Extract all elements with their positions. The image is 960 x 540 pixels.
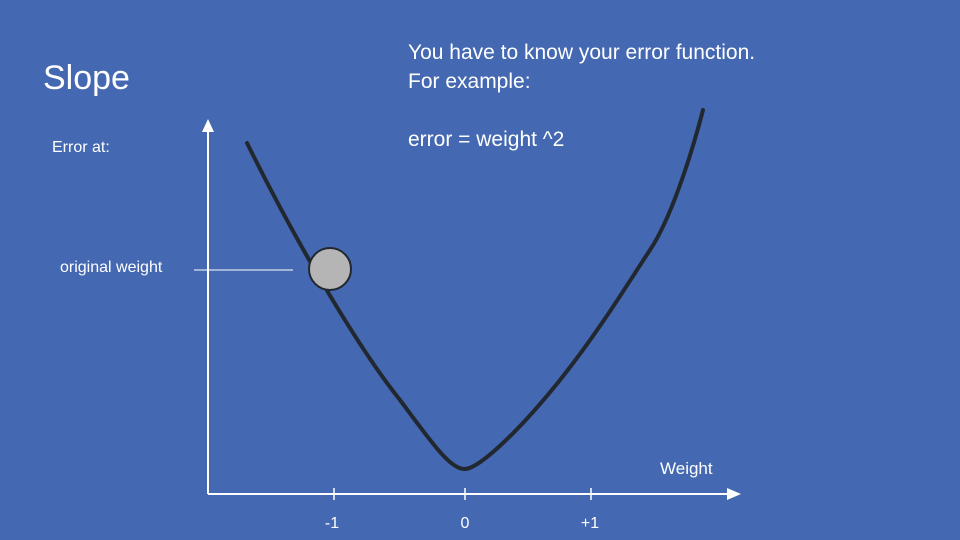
explanation-text: You have to know your error function. Fo… (408, 38, 888, 154)
x-axis-arrow-icon (727, 488, 741, 500)
x-tick-label: 0 (461, 515, 470, 532)
error-formula: error = weight ^2 (408, 128, 565, 151)
x-tick-label: -1 (325, 515, 339, 532)
slide-title: Slope (43, 59, 130, 97)
error-curve (245, 108, 705, 471)
y-axis-arrow-icon (202, 119, 214, 132)
explanation-line-1: You have to know your error function. (408, 41, 756, 64)
y-axis-label: Error at: (52, 139, 110, 156)
explanation-line-2: For example: (408, 70, 531, 93)
x-tick-label: +1 (581, 515, 599, 532)
ball-marker (308, 247, 352, 291)
original-weight-label: original weight (60, 259, 163, 276)
x-axis-label: Weight (660, 459, 713, 478)
